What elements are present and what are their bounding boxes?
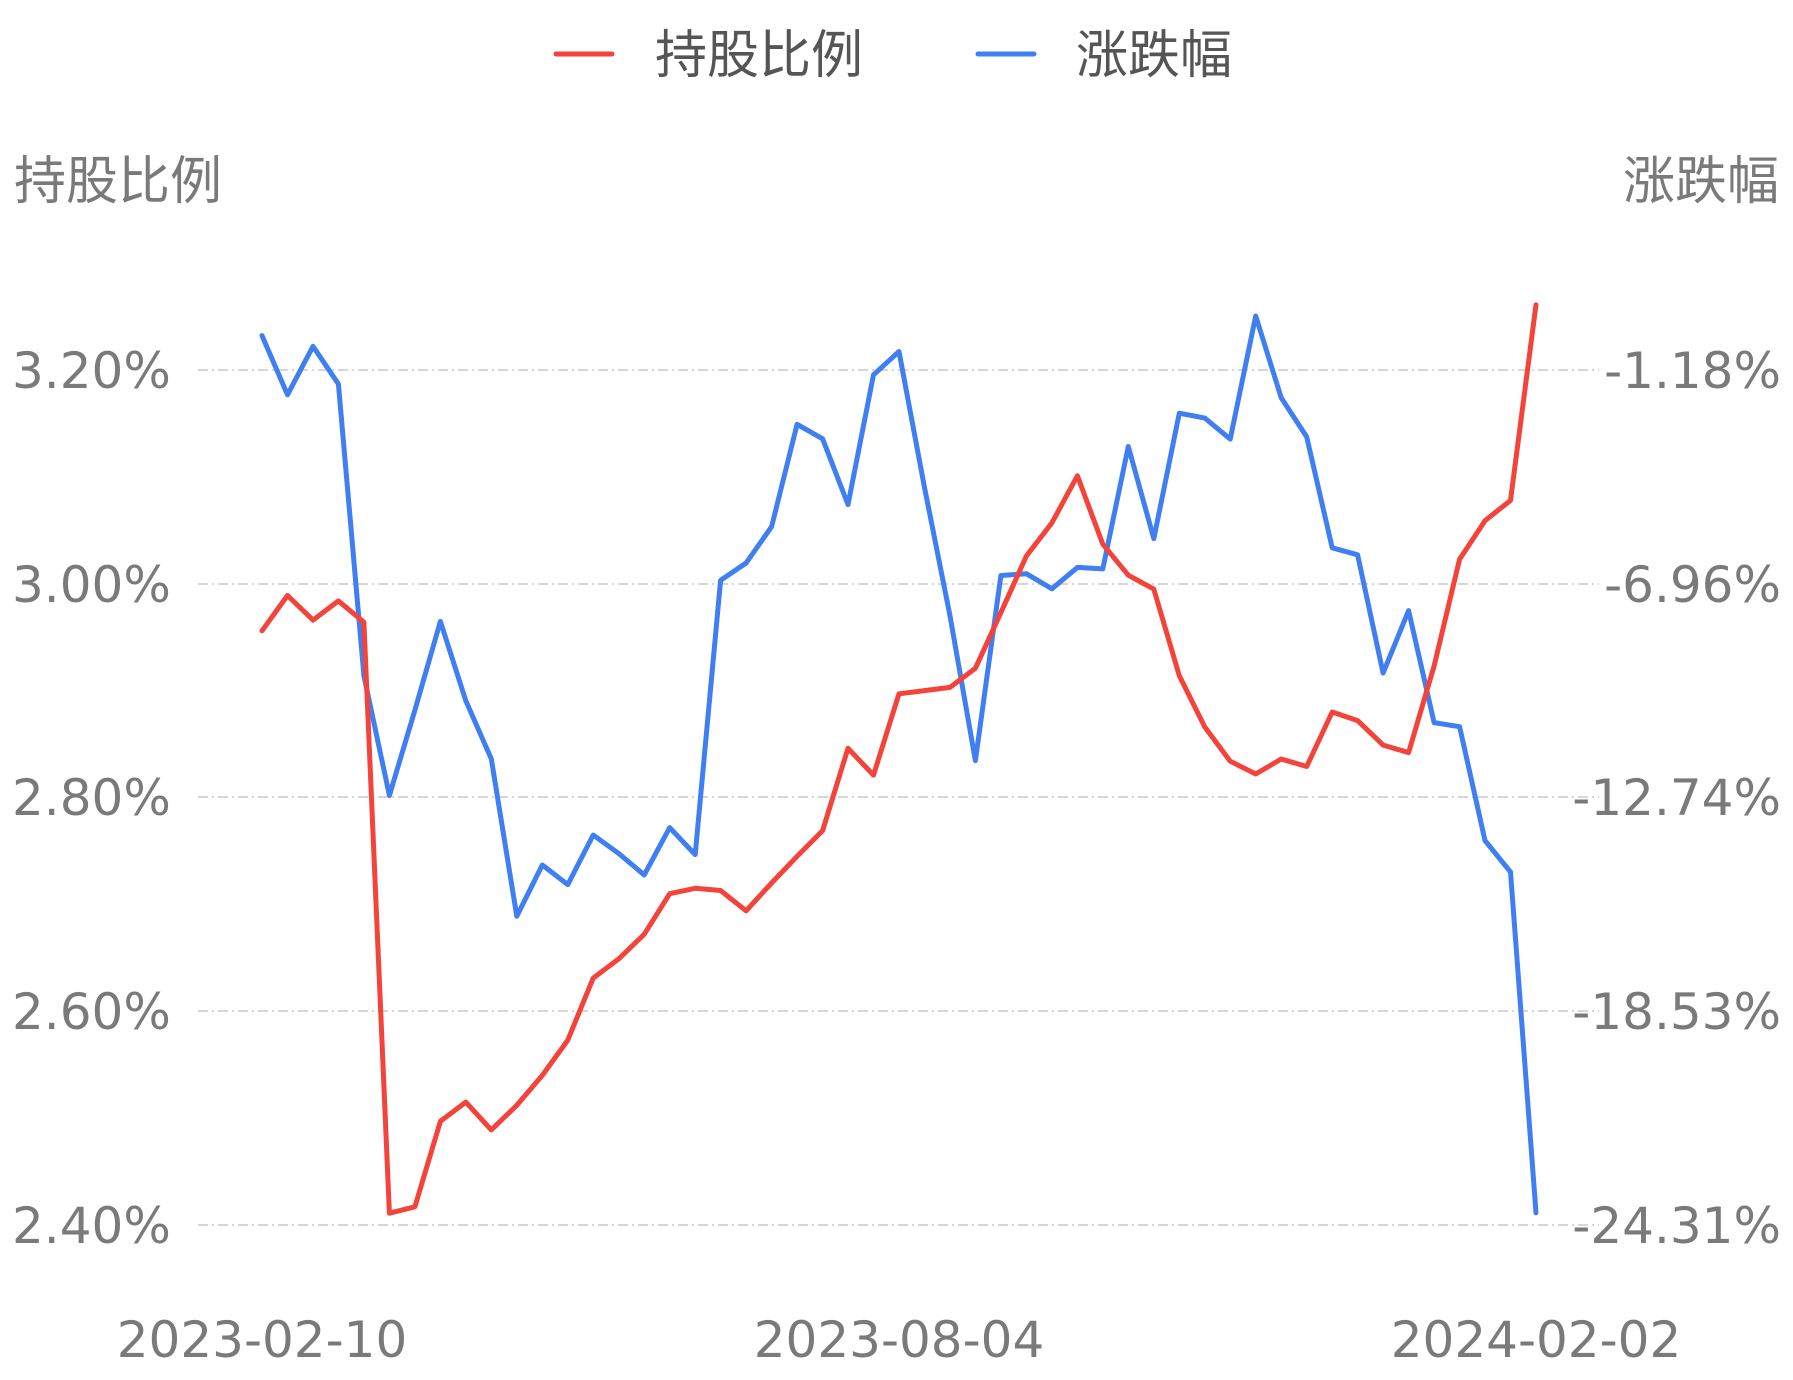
y-left-tick-label: 3.20% — [12, 342, 171, 400]
y-right-tick-labels: -1.18% -6.96% -12.74% -18.53% -24.31% — [1572, 342, 1781, 1255]
series-line-holding-ratio — [259, 302, 1539, 1216]
y-left-tick-labels: 3.20% 3.00% 2.80% 2.60% 2.40% — [12, 342, 171, 1255]
y-right-tick-label: -1.18% — [1604, 342, 1781, 400]
legend-label-change-rate: 涨跌幅 — [1076, 26, 1232, 86]
series-layer — [259, 302, 1539, 1216]
y-right-tick-label: -24.31% — [1572, 1197, 1781, 1255]
y-left-tick-label: 2.80% — [12, 769, 171, 827]
y-right-tick-label: -12.74% — [1572, 769, 1781, 827]
legend-item-change-rate[interactable]: 涨跌幅 — [975, 26, 1232, 86]
series-line-change-rate — [259, 313, 1539, 1216]
y-right-axis-title: 涨跌幅 — [1623, 152, 1779, 212]
legend-item-holding-ratio[interactable]: 持股比例 — [553, 26, 863, 86]
y-left-tick-label: 3.00% — [12, 556, 171, 614]
x-tick-label: 2023-02-10 — [117, 1311, 408, 1369]
x-tick-labels: 2023-02-10 2023-08-04 2024-02-02 — [117, 1311, 1682, 1369]
y-left-tick-label: 2.60% — [12, 983, 171, 1041]
y-left-tick-label: 2.40% — [12, 1197, 171, 1255]
legend: 持股比例 涨跌幅 — [553, 26, 1232, 86]
y-left-axis-title: 持股比例 — [14, 152, 222, 212]
y-right-tick-label: -6.96% — [1604, 556, 1781, 614]
y-right-tick-label: -18.53% — [1572, 983, 1781, 1041]
x-tick-label: 2023-08-04 — [754, 1311, 1045, 1369]
x-tick-label: 2024-02-02 — [1391, 1311, 1682, 1369]
gridlines — [198, 369, 1599, 1226]
legend-label-holding-ratio: 持股比例 — [655, 26, 863, 86]
